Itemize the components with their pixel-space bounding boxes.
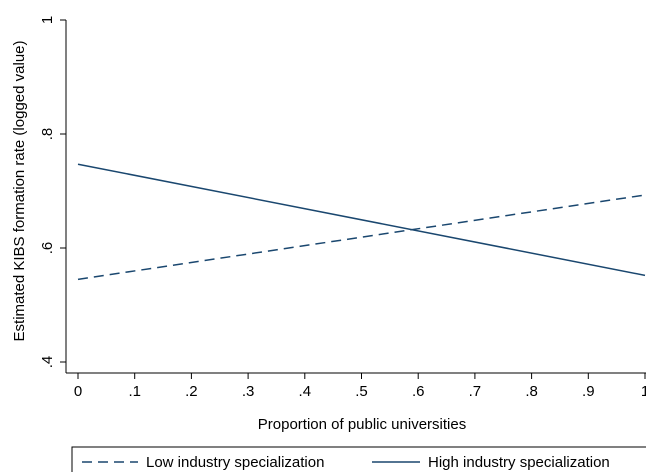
y-tick-label: .6	[39, 242, 56, 255]
x-tick-label: .5	[355, 383, 368, 400]
y-tick-label: .8	[39, 128, 56, 141]
x-tick-label: 0	[74, 383, 82, 400]
x-tick-label: .4	[299, 383, 312, 400]
legend-box	[71, 446, 646, 472]
y-axis-ticks: .4 .6 .8 1	[39, 16, 66, 368]
x-tick-label: .8	[525, 383, 538, 400]
x-tick-label: .7	[469, 383, 482, 400]
x-tick-label: .3	[242, 383, 255, 400]
plot-area: .4 .6 .8 1 0 .1 .2 .3 .4 .5 .6 .7 .8 .9 1	[39, 16, 646, 400]
y-tick-label: 1	[39, 16, 56, 24]
series-line-high	[77, 163, 646, 277]
x-tick-label: .9	[582, 383, 595, 400]
series-lines	[77, 163, 646, 281]
y-tick-label: .4	[39, 356, 56, 369]
x-axis-ticks: 0 .1 .2 .3 .4 .5 .6 .7 .8 .9 1	[74, 373, 646, 400]
x-tick-label: .1	[128, 383, 141, 400]
x-tick-label: .6	[412, 383, 425, 400]
x-tick-label: 1	[641, 383, 646, 400]
legend: Low industry specialization High industr…	[71, 446, 646, 472]
y-axis-label: Estimated KIBS formation rate (logged va…	[11, 41, 28, 342]
x-tick-label: .2	[185, 383, 198, 400]
x-axis-label: Proportion of public universities	[258, 416, 466, 433]
series-line-low	[77, 194, 646, 281]
legend-label-high: High industry specialization	[428, 454, 610, 471]
legend-label-low: Low industry specialization	[146, 454, 324, 471]
